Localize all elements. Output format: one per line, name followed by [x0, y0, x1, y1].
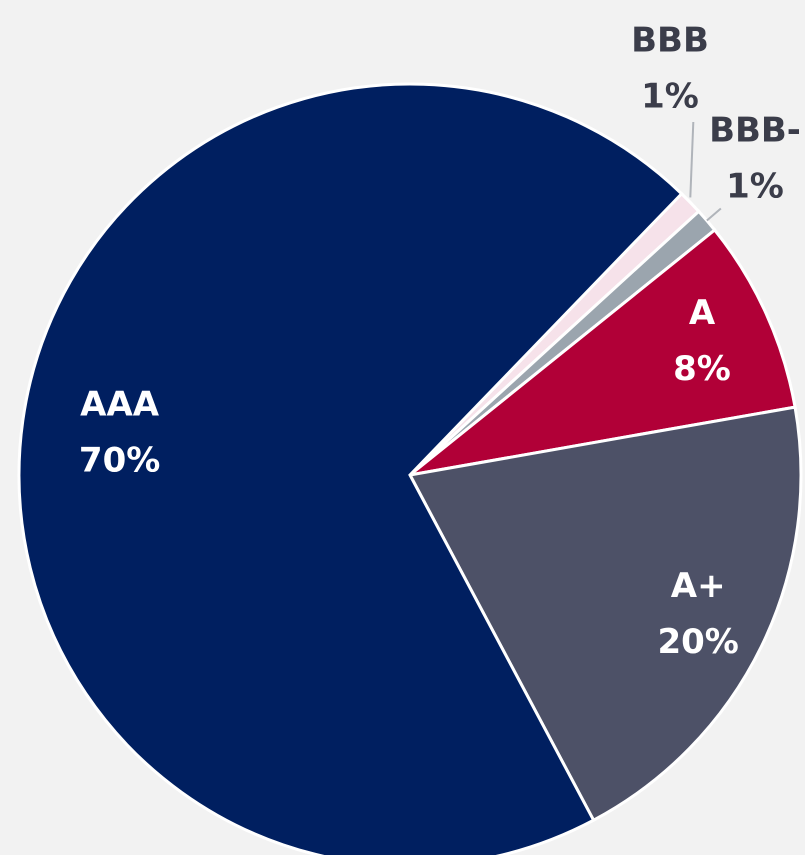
slice-label: A+: [671, 566, 726, 606]
slice-label: AAA: [80, 385, 160, 425]
slice-value-label: 70%: [79, 441, 160, 481]
slice-label: A: [689, 293, 716, 333]
slice-value-label: 20%: [657, 622, 738, 662]
slice-label: BBB-: [709, 111, 801, 151]
pie-slice: [407, 405, 803, 823]
pie-slice: [409, 227, 797, 477]
slice-label: BBB: [631, 21, 709, 61]
slice-value-label: 1%: [726, 167, 784, 207]
leader-line: [706, 207, 722, 222]
slice-value-label: 1%: [641, 77, 699, 117]
leader-line: [689, 121, 695, 198]
pie-slice: [17, 82, 684, 855]
slice-value-label: 8%: [673, 349, 731, 389]
